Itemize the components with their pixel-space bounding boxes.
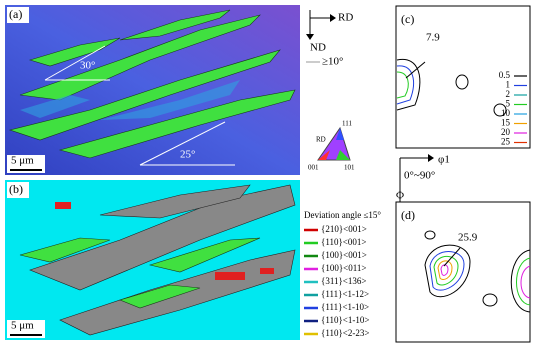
legend-label: 0.5 bbox=[499, 70, 511, 80]
legend-label: {111}<1-12> bbox=[321, 289, 369, 299]
label-box bbox=[7, 182, 29, 198]
legend-label: 1 bbox=[506, 80, 511, 90]
legend-label: {110}<1-10> bbox=[321, 315, 369, 325]
legend-label: {210}<001> bbox=[321, 224, 367, 234]
angle-label: 30° bbox=[80, 60, 95, 72]
legend-label: 2 bbox=[506, 89, 511, 99]
ipf-triangle bbox=[317, 126, 351, 161]
ipf-green bbox=[336, 150, 350, 160]
legend-title: Deviation angle ≤15° bbox=[304, 210, 381, 220]
ipf-corner: 101 bbox=[344, 164, 355, 172]
legend-label: {110}<001> bbox=[321, 237, 366, 247]
scale-label: 5 μm bbox=[11, 155, 34, 167]
rd-label: RD bbox=[338, 12, 353, 24]
legend-label: 25 bbox=[501, 137, 511, 147]
panel-label: (a) bbox=[9, 7, 22, 21]
texture-legend: {210}<001> {110}<001> {100}<001> {100}<011>… bbox=[304, 224, 369, 338]
panel-label: (d) bbox=[401, 208, 415, 222]
arrow-head bbox=[306, 34, 314, 40]
range-label: 0°~90° bbox=[404, 170, 435, 182]
grain-red bbox=[55, 202, 274, 280]
odf-box bbox=[395, 5, 531, 149]
legend-label: 10 bbox=[501, 108, 511, 118]
nd-label: ND bbox=[310, 42, 326, 54]
legend-label: 5 bbox=[506, 99, 511, 109]
phi1-label: φ1 bbox=[438, 154, 450, 166]
scale-box bbox=[7, 155, 45, 173]
arrow-head bbox=[330, 14, 336, 22]
legend-label: {311}<136> bbox=[321, 276, 366, 286]
legend-label: {100}<011> bbox=[321, 263, 366, 273]
Phi-label: Φ bbox=[396, 190, 404, 202]
legend-label: 15 bbox=[501, 118, 511, 128]
ipf-rd: RD bbox=[316, 136, 326, 144]
legend-label: {110}<2-23> bbox=[321, 328, 369, 338]
ipf-corner: 001 bbox=[308, 164, 319, 172]
peak-label: 25.9 bbox=[458, 232, 478, 244]
scale-label: 5 μm bbox=[11, 320, 34, 332]
angle-line bbox=[44, 45, 106, 81]
peak-pointer bbox=[405, 61, 426, 79]
contours-d bbox=[424, 230, 531, 313]
legend-label: {100}<001> bbox=[321, 250, 367, 260]
contours-c bbox=[396, 58, 507, 117]
angle-label: 25° bbox=[180, 149, 195, 161]
panel-label: (c) bbox=[401, 12, 414, 26]
label-box bbox=[7, 7, 29, 23]
grain-cyan bbox=[20, 80, 240, 120]
grain-green bbox=[19, 237, 261, 309]
panel-label: (b) bbox=[9, 182, 23, 196]
ipf-red bbox=[318, 150, 330, 160]
ipf-corner: 111 bbox=[342, 120, 352, 128]
angle-line bbox=[139, 121, 226, 166]
peak-pointer bbox=[443, 247, 461, 267]
legend-label: 20 bbox=[501, 127, 511, 137]
grain-bands bbox=[8, 9, 296, 159]
scale-box bbox=[7, 320, 45, 338]
boundary-label: ≥10° bbox=[322, 56, 343, 68]
peak-label: 7.9 bbox=[426, 32, 440, 44]
legend-label: {111}<1-10> bbox=[321, 302, 369, 312]
ipf-blue bbox=[336, 128, 344, 140]
arrow-head bbox=[428, 154, 434, 162]
